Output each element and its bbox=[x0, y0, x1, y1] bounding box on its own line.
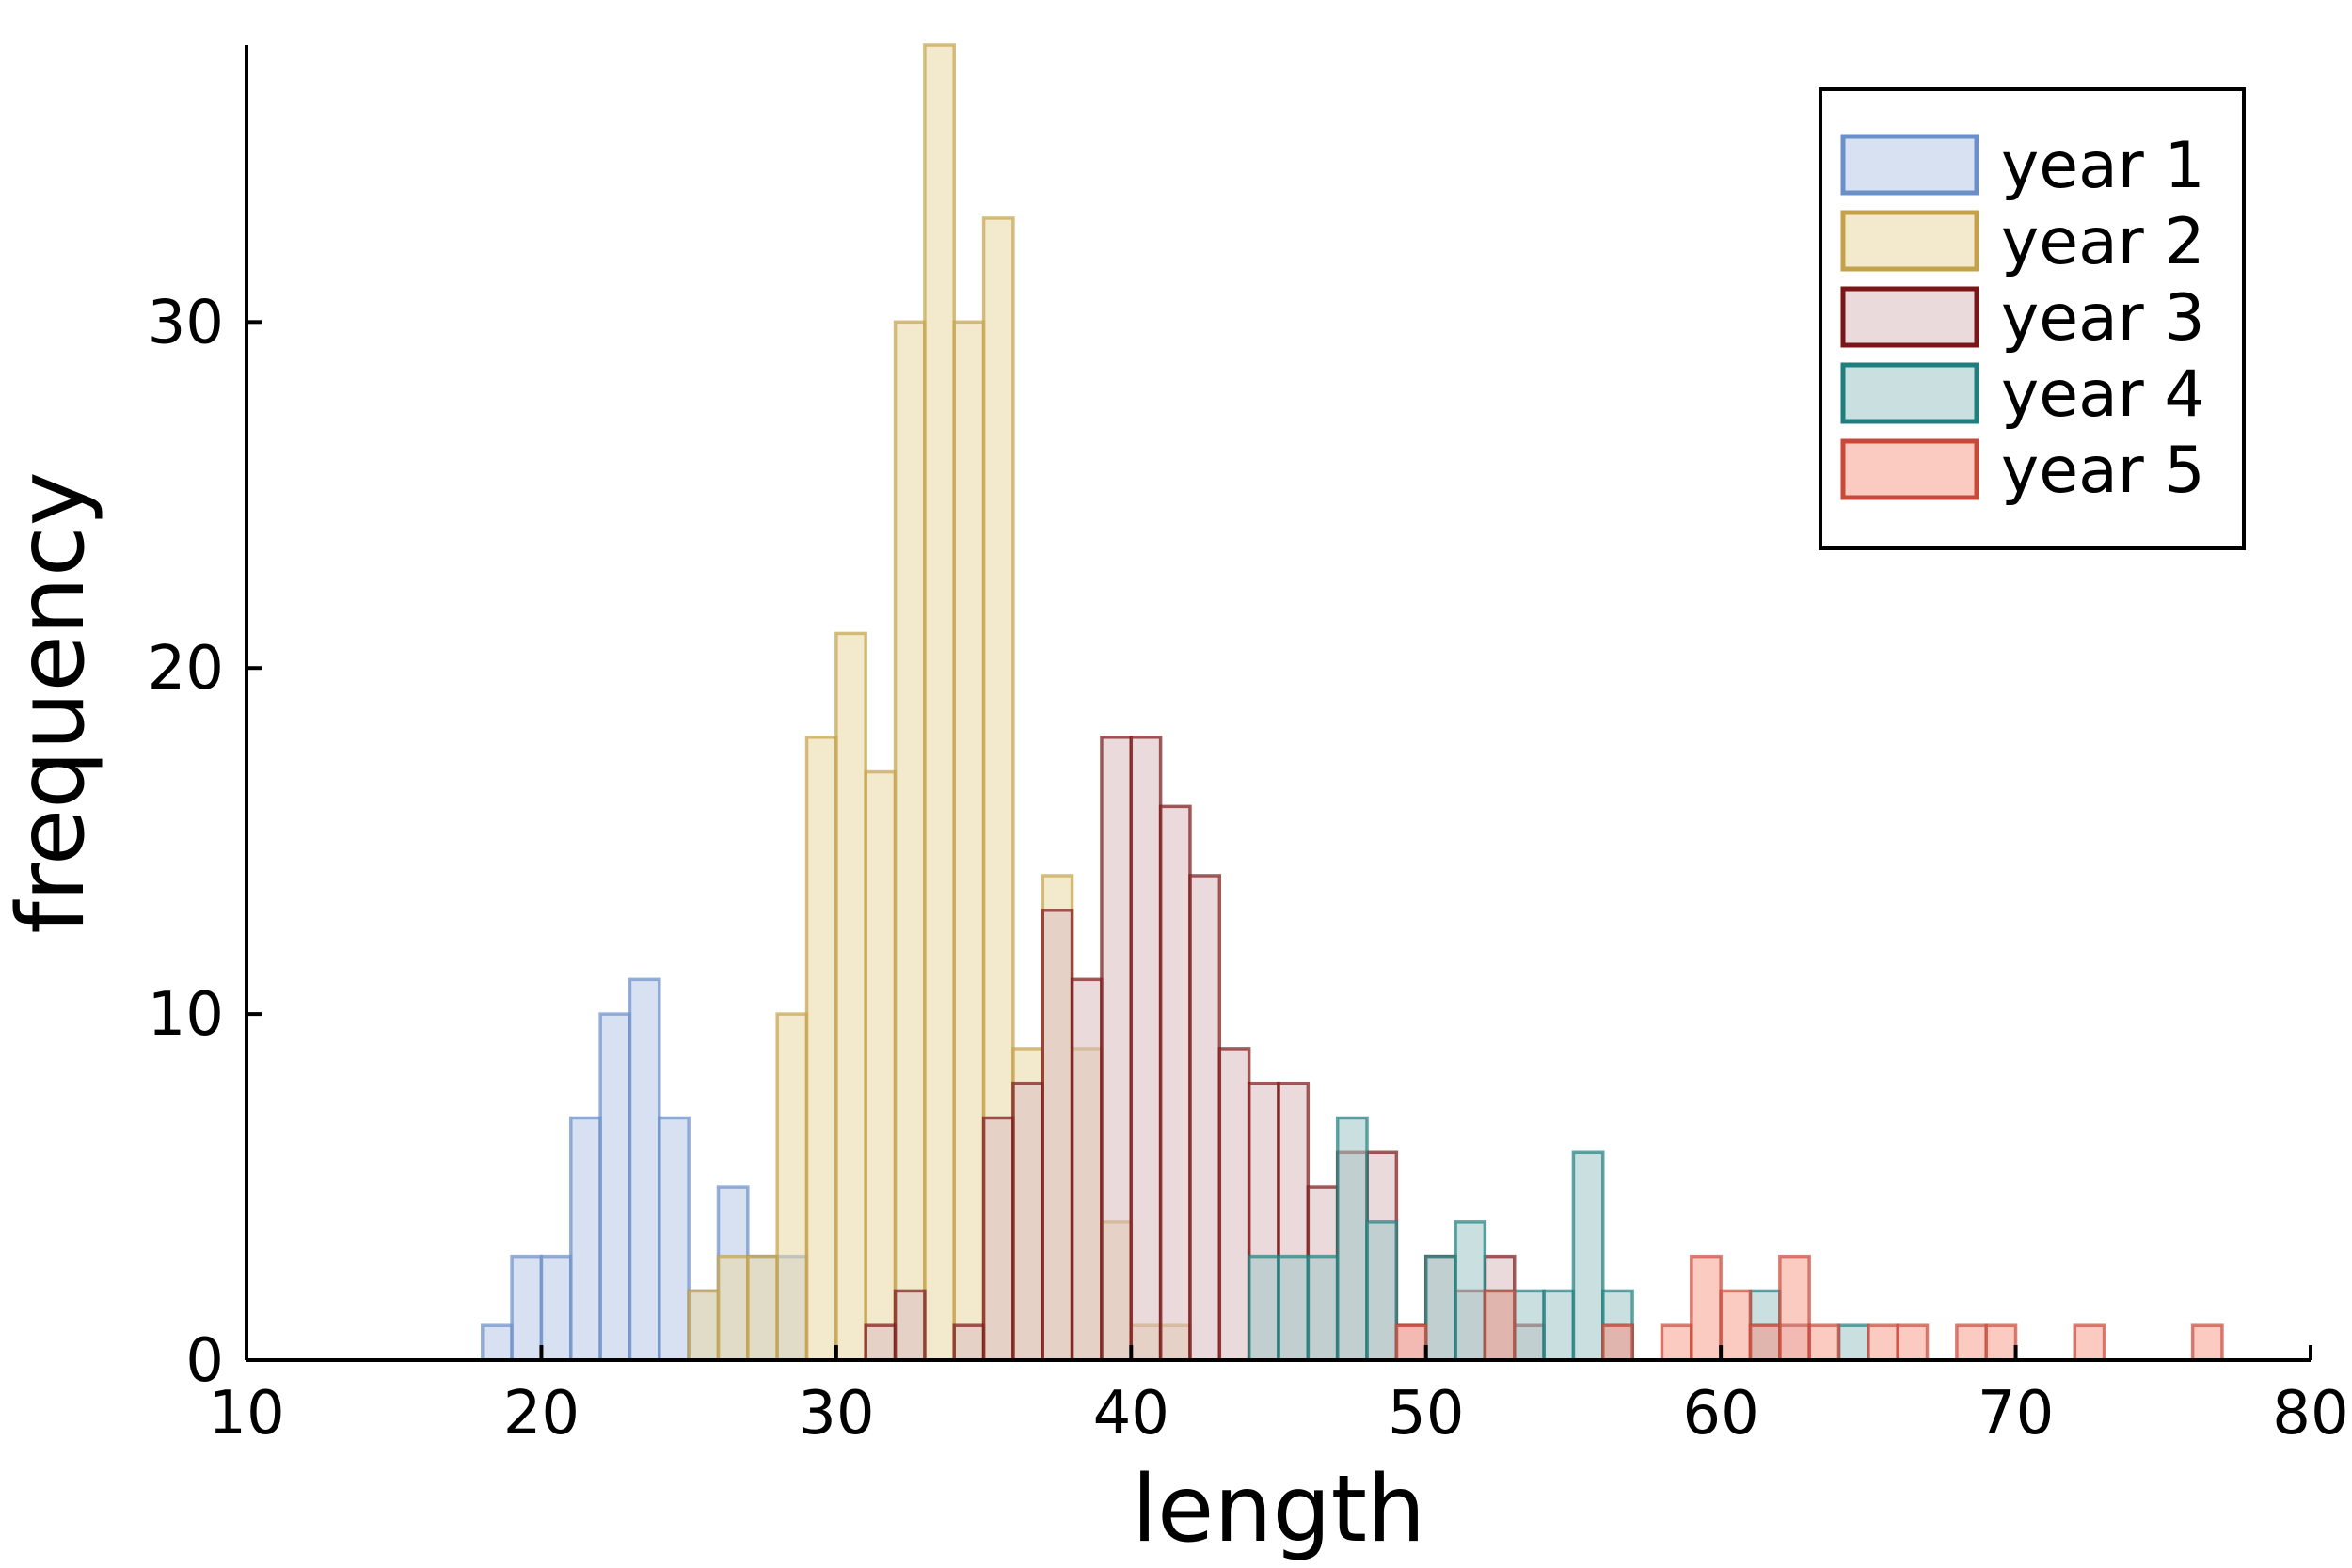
bar bbox=[1571, 1150, 1605, 1362]
bar bbox=[1454, 1220, 1487, 1362]
bar bbox=[1217, 1047, 1251, 1362]
series-1-bars bbox=[480, 977, 809, 1362]
legend-item: year 3 bbox=[1840, 281, 2205, 356]
series-4-bars bbox=[1247, 1116, 1870, 1362]
legend-swatch bbox=[1840, 210, 1979, 272]
bar bbox=[1188, 874, 1222, 1362]
bar bbox=[864, 769, 898, 1362]
bar bbox=[952, 320, 986, 1362]
series-3-bars bbox=[864, 736, 1811, 1362]
x-tick-label: 20 bbox=[503, 1379, 580, 1449]
legend-swatch bbox=[1840, 362, 1979, 424]
bar bbox=[1512, 1289, 1546, 1362]
bar bbox=[834, 631, 867, 1362]
bar bbox=[1660, 1323, 1693, 1362]
bar bbox=[539, 1254, 573, 1362]
x-tick-label: 10 bbox=[208, 1379, 284, 1449]
bar bbox=[1070, 977, 1104, 1362]
bar bbox=[1719, 1289, 1753, 1362]
bar bbox=[1247, 1254, 1280, 1362]
bar bbox=[1365, 1220, 1399, 1362]
y-tick-label: 30 bbox=[148, 288, 224, 357]
x-tick-label: 50 bbox=[1388, 1379, 1464, 1449]
bar bbox=[1335, 1116, 1369, 1362]
bar bbox=[1394, 1323, 1428, 1362]
bar bbox=[1955, 1323, 1988, 1362]
bar bbox=[1129, 736, 1163, 1362]
bar bbox=[687, 1289, 721, 1362]
legend-label: year 1 bbox=[2001, 129, 2205, 203]
bar bbox=[1306, 1254, 1340, 1362]
histogram-bars bbox=[480, 43, 2224, 1362]
bar bbox=[1542, 1289, 1576, 1362]
bar bbox=[1807, 1323, 1841, 1362]
legend-label: year 5 bbox=[2001, 434, 2205, 508]
legend-swatch bbox=[1840, 438, 1979, 500]
legend-item: year 1 bbox=[1840, 129, 2205, 203]
bar bbox=[1423, 1254, 1457, 1362]
bar bbox=[1984, 1323, 2018, 1362]
legend-item: year 5 bbox=[1840, 434, 2205, 508]
bar bbox=[1896, 1323, 1930, 1362]
bar bbox=[1041, 908, 1074, 1362]
y-axis-label: frequency bbox=[0, 471, 105, 934]
bar bbox=[480, 1323, 514, 1362]
x-tick-label: 30 bbox=[798, 1379, 874, 1449]
y-tick-label: 0 bbox=[185, 1326, 224, 1396]
bar bbox=[569, 1116, 602, 1362]
y-tick-label: 20 bbox=[148, 634, 224, 704]
bar bbox=[981, 1116, 1015, 1362]
bar bbox=[1100, 736, 1134, 1362]
legend-label: year 3 bbox=[2001, 281, 2205, 356]
bar bbox=[1867, 1323, 1899, 1362]
legend-swatch bbox=[1840, 286, 1979, 348]
bar bbox=[1011, 1081, 1045, 1362]
bar bbox=[1601, 1323, 1634, 1362]
bar bbox=[893, 320, 927, 1362]
x-tick-label: 40 bbox=[1093, 1379, 1169, 1449]
bar bbox=[628, 977, 661, 1362]
bar bbox=[2190, 1323, 2224, 1362]
axes bbox=[245, 45, 2312, 1362]
bar bbox=[775, 1012, 809, 1362]
bar bbox=[923, 43, 956, 1362]
series-5-bars bbox=[1394, 1254, 2224, 1362]
bar bbox=[1748, 1323, 1782, 1362]
legend-label: year 2 bbox=[2001, 205, 2205, 279]
bar bbox=[1778, 1254, 1811, 1362]
x-tick-label: 80 bbox=[2272, 1379, 2348, 1449]
bar bbox=[804, 736, 838, 1362]
bar bbox=[658, 1116, 691, 1362]
bar bbox=[1836, 1323, 1870, 1362]
bar bbox=[746, 1254, 779, 1362]
bar bbox=[716, 1254, 750, 1362]
x-tick-label: 70 bbox=[1978, 1379, 2054, 1449]
x-tick-label: 60 bbox=[1682, 1379, 1758, 1449]
bar bbox=[1483, 1289, 1517, 1362]
legend-label: year 4 bbox=[2001, 357, 2205, 432]
bar bbox=[510, 1254, 544, 1362]
x-axis-label: length bbox=[1132, 1456, 1425, 1563]
bar bbox=[1277, 1254, 1311, 1362]
legend-item: year 2 bbox=[1840, 205, 2205, 279]
legend-item: year 4 bbox=[1840, 357, 2205, 432]
bar bbox=[952, 1323, 986, 1362]
bar bbox=[1690, 1254, 1723, 1362]
bar bbox=[2073, 1323, 2106, 1362]
bar bbox=[864, 1323, 898, 1362]
bar bbox=[1158, 804, 1192, 1362]
legend-swatch bbox=[1840, 134, 1979, 196]
bar bbox=[893, 1289, 927, 1362]
y-tick-label: 10 bbox=[148, 980, 224, 1050]
bar bbox=[598, 1012, 632, 1362]
